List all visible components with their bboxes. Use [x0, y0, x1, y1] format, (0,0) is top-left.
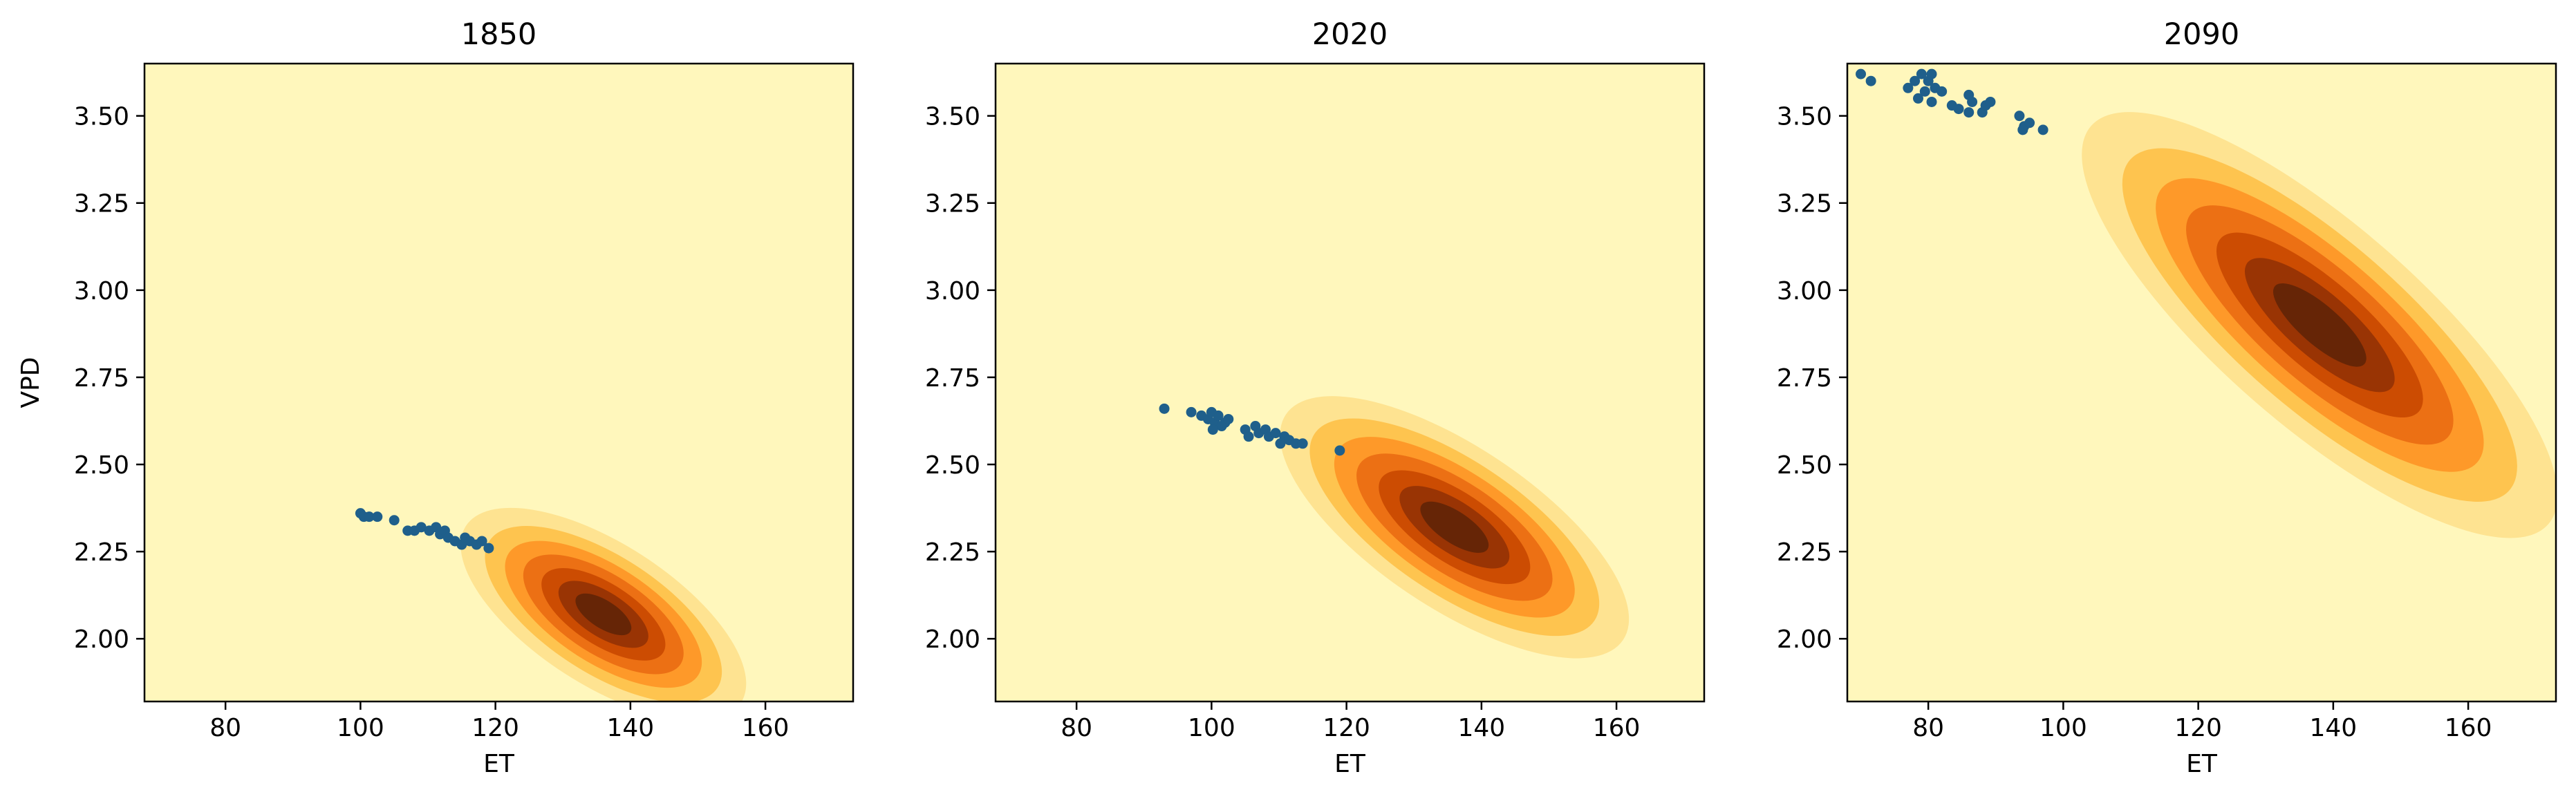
scatter-point [1967, 96, 1978, 107]
y-tick-label: 2.50 [74, 451, 129, 480]
scatter-point [1913, 93, 1923, 104]
y-tick-label: 3.00 [74, 277, 129, 305]
subplot-title: 1850 [461, 17, 536, 52]
x-tick-label: 80 [1912, 714, 1944, 742]
scatter-point [416, 522, 427, 533]
density-contours [460, 507, 747, 701]
scatter-point [1919, 86, 1930, 97]
x-tick-label: 100 [1188, 714, 1235, 742]
density-contours [2082, 112, 2556, 538]
x-tick-label: 80 [209, 714, 241, 742]
scatter-point [2017, 124, 2028, 135]
scatter-point [1270, 428, 1281, 439]
y-tick-label: 3.25 [1777, 190, 1832, 218]
x-tick-label: 80 [1061, 714, 1092, 742]
x-axis-label: ET [483, 750, 515, 778]
y-tick-label: 2.00 [1777, 625, 1832, 654]
x-tick-label: 120 [1323, 714, 1370, 742]
y-tick-label: 2.50 [925, 451, 980, 480]
axes-frame [1846, 62, 2557, 703]
y-tick-label: 2.25 [1777, 538, 1832, 567]
subplot-title: 2090 [2164, 17, 2239, 52]
density-level-7 [1420, 501, 1489, 553]
scatter-point [1207, 424, 1218, 435]
scatter-point [2014, 111, 2025, 122]
scatter-point [1334, 445, 1345, 456]
scatter-point [1926, 68, 1937, 79]
scatter-point [1297, 438, 1308, 449]
subplot-2020: 80 100 120 140 160 2.00 2.25 2.50 2.75 3.00 3.25 3.… [925, 17, 1706, 778]
scatter-point [1926, 96, 1937, 107]
density-level-7 [575, 593, 632, 636]
x-tick-label: 120 [2174, 714, 2222, 742]
y-tick-label: 3.50 [1777, 103, 1832, 131]
scatter-point [1903, 82, 1914, 93]
scatter-point [1223, 413, 1234, 424]
y-tick-label: 2.00 [74, 625, 129, 654]
scatter-point [389, 515, 400, 526]
x-tick-label: 160 [742, 714, 790, 742]
scatter-series [1159, 403, 1345, 456]
scatter-point [1936, 86, 1948, 97]
x-tick-label: 140 [606, 714, 654, 742]
y-tick-label: 2.75 [74, 364, 129, 393]
scatter-point [1916, 68, 1927, 79]
y-tick-label: 3.00 [1777, 277, 1832, 305]
y-tick-label: 3.25 [925, 190, 980, 218]
scatter-point [364, 511, 375, 522]
x-axis-label: ET [1334, 750, 1366, 778]
y-axis-label: VPD [17, 357, 45, 408]
scatter-point [476, 536, 487, 547]
x-axis-label: ET [2186, 750, 2218, 778]
scatter-point [1159, 403, 1170, 414]
density-contours [1280, 396, 1630, 659]
scatter-point [1953, 104, 1964, 115]
y-tick-label: 2.50 [1777, 451, 1832, 480]
subplot-title: 2020 [1312, 17, 1388, 52]
scatter-point [483, 543, 494, 554]
y-tick-label: 2.75 [1777, 364, 1832, 393]
subplot-1850: 80 100 120 140 160 2.00 2.25 2.50 2.75 3.00 3.25 3.… [17, 17, 855, 778]
x-tick-label: 100 [2040, 714, 2087, 742]
y-tick-label: 2.00 [925, 625, 980, 654]
scatter-point [1865, 75, 1876, 86]
x-tick-label: 160 [2445, 714, 2492, 742]
scatter-point [1243, 431, 1254, 442]
scatter-point [1856, 68, 1867, 79]
y-tick-label: 2.75 [925, 364, 980, 393]
y-tick-label: 3.25 [74, 190, 129, 218]
y-tick-label: 2.25 [74, 538, 129, 567]
x-tick-label: 120 [472, 714, 519, 742]
y-tick-label: 3.50 [925, 103, 980, 131]
axes-frame [143, 62, 855, 703]
scatter-series [1856, 68, 2048, 135]
x-tick-label: 160 [1593, 714, 1641, 742]
subplot-2090: 80 100 120 140 160 2.00 2.25 2.50 2.75 3.00 3.25 3.… [1777, 17, 2557, 778]
y-tick-label: 3.00 [925, 277, 980, 305]
scatter-point [1963, 107, 1975, 118]
scatter-point [372, 511, 383, 522]
density-level-7 [2272, 283, 2367, 367]
axes-frame [994, 62, 1706, 703]
scatter-point [1910, 75, 1921, 86]
x-tick-label: 100 [337, 714, 384, 742]
x-tick-label: 140 [1457, 714, 1505, 742]
y-tick-label: 3.50 [74, 103, 129, 131]
y-tick-label: 2.25 [925, 538, 980, 567]
x-tick-label: 140 [2309, 714, 2357, 742]
scatter-point [1213, 410, 1224, 421]
scatter-point [1186, 406, 1197, 417]
scatter-point [2037, 124, 2048, 135]
scatter-point [1985, 96, 1996, 107]
scatter-series [355, 508, 494, 554]
scatter-point [2024, 117, 2035, 129]
